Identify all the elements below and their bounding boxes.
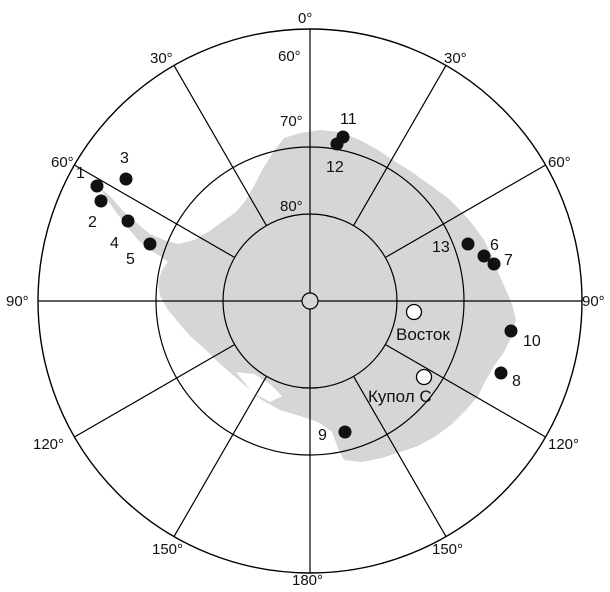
meridian-line-60e [385,164,546,259]
station-dome-c-marker [415,368,433,386]
station-12-marker [330,137,344,151]
station-9: 9 [318,425,352,444]
meridian-line-60w [74,164,235,259]
station-2-label: 2 [88,214,97,231]
station-1-label: 1 [76,165,85,182]
station-vostok-label: Восток [396,325,450,344]
meridian-label-60-inner: 60° [278,48,301,65]
station-5-label: 5 [126,251,135,268]
station-13-marker [461,237,475,251]
station-1-marker [90,179,104,193]
south-pole-marker [301,292,319,310]
station-1: 1 [76,165,104,193]
station-13: 13 [432,237,475,256]
meridian-line-30w [173,65,268,226]
meridian-line-120w [74,343,235,438]
station-11: 11 [336,111,357,144]
station-13-label: 13 [432,239,450,256]
station-dome-c: Купол С [368,368,433,406]
meridian-label-0: 0° [298,10,312,27]
station-10: 10 [504,324,541,350]
station-4: 4 [110,214,135,252]
station-dome-c-label: Купол С [368,387,432,406]
station-8-marker [494,366,508,380]
station-vostok-marker [405,303,423,321]
meridian-line-150w [173,376,268,537]
parallel-label-80: 80° [280,198,303,215]
station-4-label: 4 [110,235,119,252]
station-10-marker [504,324,518,338]
meridian-label-30-left: 30° [150,50,173,67]
parallel-label-70: 70° [280,113,303,130]
station-6-label: 6 [490,237,499,254]
station-vostok: Восток [396,303,450,344]
meridian-label-90-left: 90° [6,293,29,310]
ross-sea-bay [236,372,282,402]
meridian-line-120e [385,343,546,438]
meridian-label-180: 180° [292,572,323,589]
station-3-marker [119,172,133,186]
station-7-label: 7 [504,252,513,269]
station-8: 8 [494,366,521,390]
meridian-label-120-right: 120° [548,436,579,453]
meridian-lines [38,29,582,573]
meridian-label-60-right: 60° [548,154,571,171]
meridian-label-150-right: 150° [432,541,463,558]
station-11-label: 11 [340,111,357,128]
station-12-label: 12 [326,159,344,176]
station-4-marker [121,214,135,228]
station-6-marker [477,249,491,263]
station-3: 3 [119,150,133,186]
meridian-line-30e [352,65,447,226]
meridian-label-60-left: 60° [51,154,74,171]
station-7: 7 [487,252,513,271]
meridian-label-120-left: 120° [33,436,64,453]
meridian-label-90-right: 90° [582,293,605,310]
station-6: 6 [477,237,499,263]
station-12: 12 [326,137,344,176]
meridian-label-30-right: 30° [444,50,467,67]
station-2: 2 [88,194,108,231]
station-5: 5 [126,237,157,268]
station-7-marker [487,257,501,271]
station-10-label: 10 [523,333,541,350]
meridian-line-150e [352,376,447,537]
station-8-label: 8 [512,373,521,390]
meridian-label-150-left: 150° [152,541,183,558]
station-3-label: 3 [120,150,129,167]
station-2-marker [94,194,108,208]
station-9-marker [338,425,352,439]
station-9-label: 9 [318,427,327,444]
station-5-marker [143,237,157,251]
